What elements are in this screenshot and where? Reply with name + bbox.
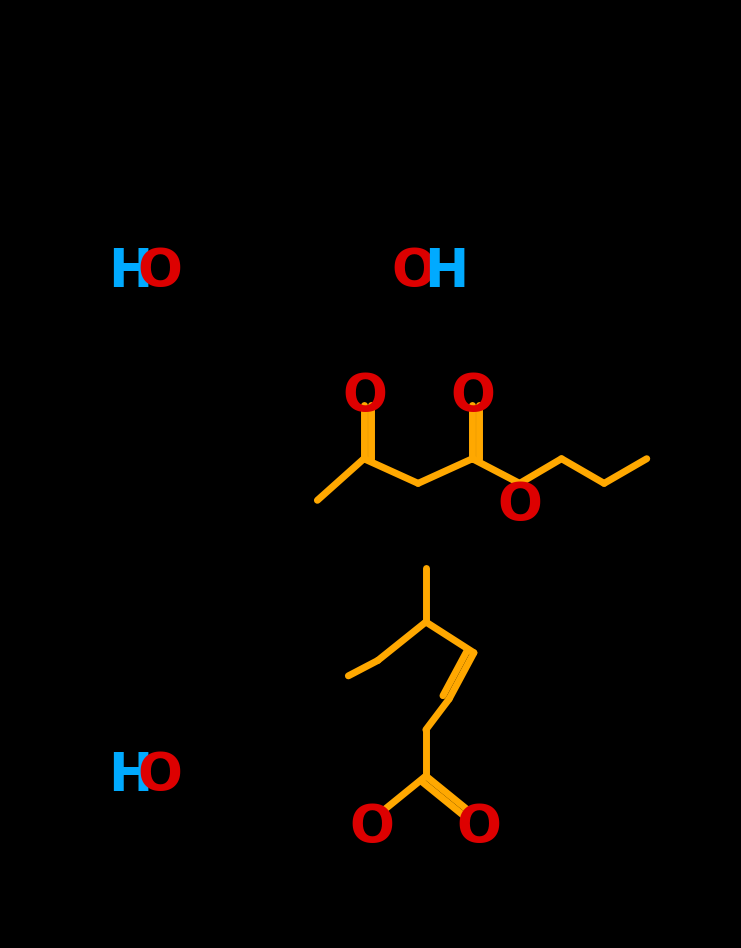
Text: H: H <box>425 246 468 298</box>
Text: H: H <box>108 750 153 802</box>
Text: O: O <box>497 481 542 533</box>
Text: O: O <box>138 750 182 802</box>
Text: O: O <box>456 802 501 854</box>
Text: O: O <box>451 371 496 423</box>
Text: H: H <box>108 246 153 298</box>
Text: O: O <box>138 246 182 298</box>
Text: O: O <box>349 802 394 854</box>
Text: O: O <box>342 371 387 423</box>
Text: O: O <box>391 246 436 298</box>
